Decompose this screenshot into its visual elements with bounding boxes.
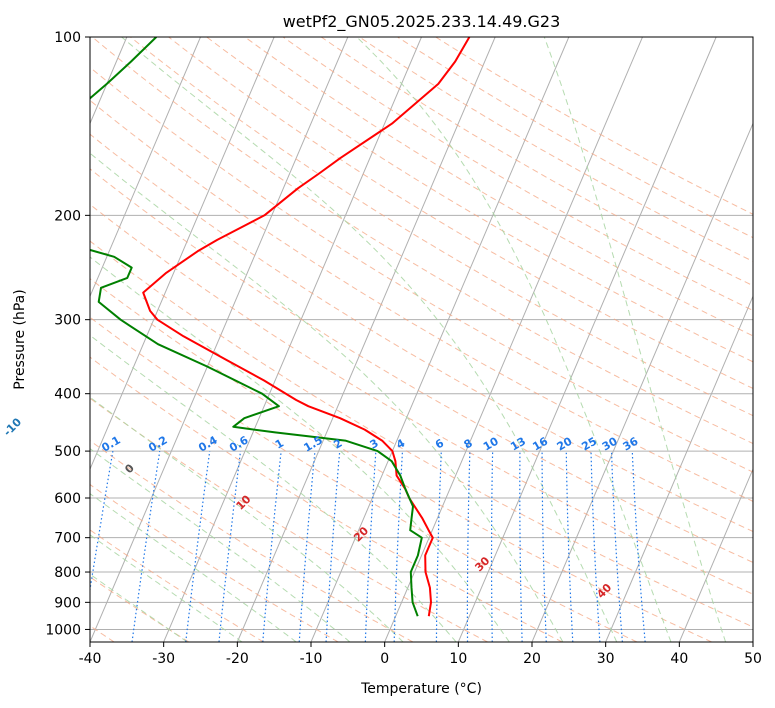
mixing-ratio-line <box>490 451 494 642</box>
moist-adiabat <box>356 37 672 642</box>
isotherm-line <box>531 122 753 642</box>
dry-adiabat <box>90 397 488 642</box>
chart-title: wetPf2_GN05.2025.233.14.49.G23 <box>283 12 561 32</box>
y-tick-label: 500 <box>54 444 81 460</box>
x-tick-label: 50 <box>744 651 762 667</box>
moist-adiabat <box>90 448 351 642</box>
y-tick-label: 900 <box>54 595 81 611</box>
dry-adiabat-label: -10 <box>1 415 24 438</box>
moist-adiabat <box>90 152 564 642</box>
dry-adiabat <box>90 99 753 502</box>
dry-adiabat <box>90 440 414 642</box>
x-tick-label: 30 <box>597 651 615 667</box>
x-tick-label: -30 <box>152 651 175 667</box>
isotherm-line <box>90 37 201 298</box>
isotherm-line <box>752 640 753 642</box>
isotherm-line <box>457 37 717 642</box>
dry-adiabat <box>90 168 753 563</box>
mixing-ratio-line <box>131 451 161 642</box>
dry-adiabat <box>90 133 753 533</box>
mixing-ratio-line <box>466 451 471 642</box>
mixing-ratio-line <box>364 451 377 642</box>
mixing-ratio-line <box>610 451 623 642</box>
isotherm-line <box>605 295 753 642</box>
x-tick-label: -10 <box>300 651 323 667</box>
plot-frame <box>89 36 754 643</box>
dry-adiabat <box>168 37 753 389</box>
y-tick-label: 300 <box>54 313 81 329</box>
dry-adiabat <box>206 37 753 363</box>
isotherm-line <box>90 37 349 642</box>
x-tick-label: -40 <box>79 651 102 667</box>
mixing-ratio-line <box>298 451 316 642</box>
x-axis: -40 -30 -20 -10 0 10 20 30 40 50 <box>79 642 762 667</box>
mixing-ratio-line <box>435 451 442 642</box>
dry-adiabat <box>244 37 753 337</box>
x-axis-label: Temperature (°C) <box>360 681 482 697</box>
dewpoint-profile <box>90 37 423 617</box>
moist-adiabat <box>90 256 510 642</box>
isotherm-line <box>236 37 496 642</box>
y-axis-label: Pressure (hPa) <box>12 289 28 389</box>
isopleth-labels: 0.10.20.40.611.52346810131620253036-100-… <box>1 415 641 601</box>
isotherm-line <box>163 37 422 642</box>
mixing-ratio-line <box>565 451 574 642</box>
y-tick-label: 700 <box>54 531 81 547</box>
y-tick-label: 400 <box>54 387 81 403</box>
y-tick-label: 800 <box>54 565 81 581</box>
moist-adiabat <box>121 37 618 642</box>
mixing-ratio-line <box>590 451 601 642</box>
dry-adiabat-label: 10 <box>234 492 254 512</box>
x-tick-label: 10 <box>449 651 467 667</box>
dry-adiabat-label: 30 <box>472 554 492 574</box>
moist-adiabat <box>90 573 188 642</box>
dry-adiabat <box>90 483 339 642</box>
mixing-ratio-line <box>631 451 646 642</box>
mixing-ratio-line <box>185 451 211 642</box>
moist-adiabat <box>90 493 297 642</box>
x-tick-label: -20 <box>226 651 249 667</box>
dry-adiabat <box>282 37 753 312</box>
dry-adiabat <box>90 316 638 642</box>
x-tick-label: 20 <box>523 651 541 667</box>
mixing-ratio-label: 2 <box>331 437 344 452</box>
y-tick-label: 600 <box>54 491 81 507</box>
dry-adiabat <box>90 576 190 642</box>
dry-adiabat <box>359 37 753 263</box>
dry-adiabat <box>90 529 264 642</box>
dry-adiabat <box>90 240 753 628</box>
temperature-profile <box>142 37 471 617</box>
mixing-ratio-line <box>218 451 242 642</box>
plot-lines <box>90 37 753 642</box>
x-tick-label: 40 <box>670 651 688 667</box>
moist-adiabat <box>90 396 404 642</box>
dry-adiabat <box>90 203 753 595</box>
y-axis: 100 200 300 400 500 600 700 800 900 1000 <box>45 30 90 638</box>
moist-adiabat <box>90 334 457 642</box>
mixing-ratio-label: 4 <box>394 436 407 451</box>
dry-adiabat <box>90 278 712 642</box>
dry-adiabat <box>91 37 753 445</box>
mixing-ratio-line <box>90 450 114 594</box>
y-tick-label: 100 <box>54 30 81 46</box>
moist-adiabat <box>543 37 727 642</box>
x-tick-label: 0 <box>380 651 389 667</box>
isotherm-line <box>678 467 753 642</box>
isotherm-line <box>384 37 643 642</box>
moist-adiabat <box>90 534 243 642</box>
isotherm-line <box>90 37 275 471</box>
y-tick-label: 1000 <box>45 622 81 638</box>
mixing-ratio-label: 1 <box>273 437 286 452</box>
dry-adiabat <box>90 356 563 642</box>
y-tick-label: 200 <box>54 208 81 224</box>
dry-adiabat <box>130 37 753 417</box>
mixing-ratio-line <box>262 451 282 642</box>
dry-adiabat <box>435 37 753 215</box>
mixing-ratio-line <box>519 451 523 642</box>
